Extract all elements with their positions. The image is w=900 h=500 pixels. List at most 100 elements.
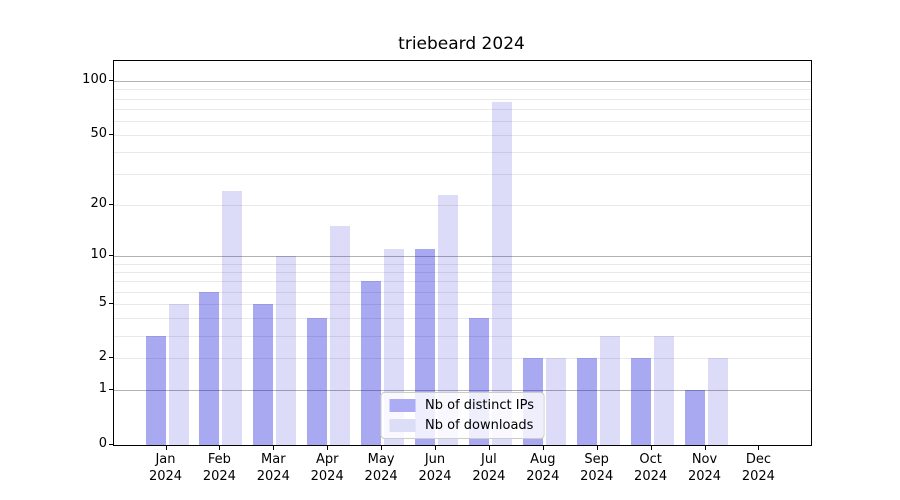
bar-nb-of-downloads-feb (222, 191, 243, 445)
gridline-minor-5 (114, 303, 811, 305)
x-tick-label-may: May 2024 (351, 451, 411, 485)
x-tick-mark-jul (488, 445, 490, 450)
bar-nb-of-distinct-ips-may (361, 281, 382, 445)
bar-nb-of-downloads-jul (491, 101, 512, 445)
y-tick-mark-1 (109, 389, 114, 391)
bar-nb-of-distinct-ips-nov (684, 390, 705, 445)
x-tick-month: May (367, 452, 395, 467)
x-tick-year: 2024 (580, 469, 614, 484)
x-tick-mark-aug (542, 445, 544, 450)
x-tick-year: 2024 (202, 469, 236, 484)
plot-area: Nb of distinct IPs Nb of downloads (113, 60, 812, 446)
legend-item-downloads: Nb of downloads (389, 418, 534, 433)
x-tick-month: Nov (691, 452, 718, 467)
y-tick-label-20: 20 (90, 196, 107, 212)
bar-nb-of-distinct-ips-oct (630, 358, 651, 445)
x-tick-month: Aug (530, 452, 556, 467)
bar-nb-of-distinct-ips-apr (307, 318, 328, 445)
x-tick-year: 2024 (472, 469, 506, 484)
gridline-minor-70 (114, 108, 811, 110)
x-tick-label-dec: Dec 2024 (728, 451, 788, 485)
gridline-minor-50 (114, 135, 811, 137)
gridline-minor-4 (114, 318, 811, 320)
x-tick-label-aug: Aug 2024 (513, 451, 573, 485)
legend: Nb of distinct IPs Nb of downloads (380, 392, 545, 439)
gridline-minor-90 (114, 89, 811, 91)
x-tick-mark-dec (758, 445, 760, 450)
y-tick-mark-20 (109, 204, 114, 206)
x-tick-year: 2024 (364, 469, 398, 484)
gridline-minor-7 (114, 281, 811, 283)
x-tick-month: Jun (424, 452, 446, 467)
gridline-major-100 (114, 81, 811, 83)
x-tick-month: Feb (207, 452, 231, 467)
bar-nb-of-downloads-aug (545, 358, 566, 445)
gridline-major-10 (114, 255, 811, 257)
bar-nb-of-downloads-mar (276, 256, 297, 445)
x-tick-label-mar: Mar 2024 (243, 451, 303, 485)
y-tick-label-2: 2 (98, 349, 107, 365)
y-tick-label-1: 1 (98, 381, 107, 397)
y-tick-mark-50 (109, 134, 114, 136)
gridline-minor-80 (114, 98, 811, 100)
bar-nb-of-downloads-nov (707, 358, 728, 445)
bar-nb-of-distinct-ips-sep (576, 358, 597, 445)
x-tick-mark-nov (704, 445, 706, 450)
gridline-minor-40 (114, 152, 811, 154)
x-tick-year: 2024 (256, 469, 290, 484)
x-tick-year: 2024 (526, 469, 560, 484)
x-tick-year: 2024 (148, 469, 183, 484)
gridline-major-1 (114, 390, 811, 392)
bar-nb-of-distinct-ips-jan (145, 335, 166, 445)
x-tick-label-apr: Apr 2024 (297, 451, 357, 485)
gridline-minor-8 (114, 271, 811, 273)
x-tick-year: 2024 (741, 469, 775, 484)
x-tick-year: 2024 (418, 469, 452, 484)
legend-swatch-downloads (389, 419, 416, 432)
legend-item-distinct-ips: Nb of distinct IPs (389, 398, 534, 413)
y-tick-label-0: 0 (98, 436, 107, 451)
y-tick-mark-5 (109, 302, 114, 304)
x-tick-label-sep: Sep 2024 (567, 451, 627, 485)
bar-nb-of-downloads-jan (168, 303, 189, 445)
x-tick-month: Jan (155, 452, 176, 467)
y-tick-label-50: 50 (90, 126, 107, 142)
y-tick-mark-0 (109, 444, 114, 445)
x-tick-mark-apr (327, 445, 329, 450)
x-tick-year: 2024 (310, 469, 344, 484)
x-tick-month: Dec (745, 452, 771, 467)
chart-title: triebeard 2024 (398, 34, 525, 54)
y-tick-mark-100 (109, 80, 114, 82)
x-tick-label-feb: Feb 2024 (189, 451, 249, 485)
x-tick-month: Mar (261, 452, 286, 467)
gridline-minor-30 (114, 174, 811, 176)
x-tick-label-nov: Nov 2024 (675, 451, 735, 485)
bar-nb-of-downloads-jun (438, 194, 458, 445)
bar-nb-of-distinct-ips-feb (199, 291, 220, 445)
legend-label-downloads: Nb of downloads (425, 418, 534, 433)
x-tick-mark-sep (596, 445, 598, 450)
x-tick-mark-jan (165, 445, 167, 450)
x-tick-mark-jun (435, 445, 436, 450)
x-tick-mark-feb (219, 445, 221, 450)
gridline-minor-3 (114, 335, 811, 337)
y-tick-label-10: 10 (90, 246, 107, 262)
gridline-minor-6 (114, 291, 811, 293)
x-tick-label-oct: Oct 2024 (621, 451, 681, 485)
x-tick-year: 2024 (634, 469, 668, 484)
x-tick-mark-may (381, 445, 383, 450)
gridline-minor-60 (114, 120, 811, 122)
gridline-minor-9 (114, 263, 811, 265)
y-tick-label-5: 5 (98, 294, 107, 310)
x-tick-year: 2024 (687, 469, 722, 484)
x-tick-label-jan: Jan 2024 (136, 451, 196, 485)
bar-nb-of-downloads-oct (653, 335, 674, 445)
y-tick-mark-10 (109, 254, 114, 256)
x-tick-month: Sep (584, 452, 609, 467)
y-tick-label-100: 100 (82, 72, 107, 88)
x-tick-month: Jul (481, 452, 497, 467)
x-tick-month: Apr (315, 452, 339, 467)
gridline-minor-2 (114, 358, 811, 360)
gridline-minor-20 (114, 205, 811, 207)
